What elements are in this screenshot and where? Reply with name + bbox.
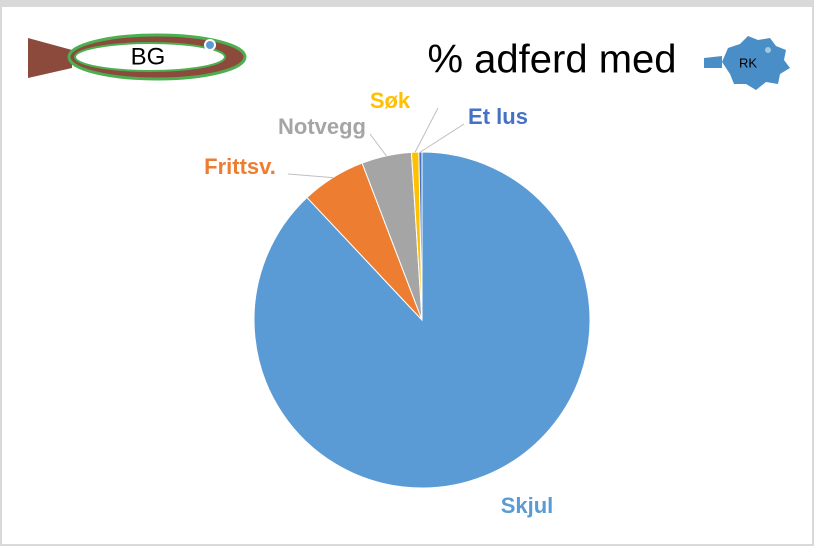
slice-label: Frittsv. bbox=[204, 154, 276, 179]
chart: BG % adferd med RK Skjul Frittsv.NotveggS… bbox=[0, 0, 814, 546]
top-bar bbox=[0, 0, 814, 7]
badge-bg: BG bbox=[131, 43, 166, 70]
slice-label: Notvegg bbox=[278, 114, 366, 139]
badge-rk: RK bbox=[739, 55, 757, 70]
chart-title: % adferd med bbox=[427, 38, 676, 82]
slice-label: Et lus bbox=[468, 104, 528, 129]
slice-label: Skjul bbox=[501, 493, 554, 518]
page: BG % adferd med RK Skjul Frittsv.NotveggS… bbox=[0, 0, 814, 546]
slice-label: Søk bbox=[370, 88, 411, 113]
